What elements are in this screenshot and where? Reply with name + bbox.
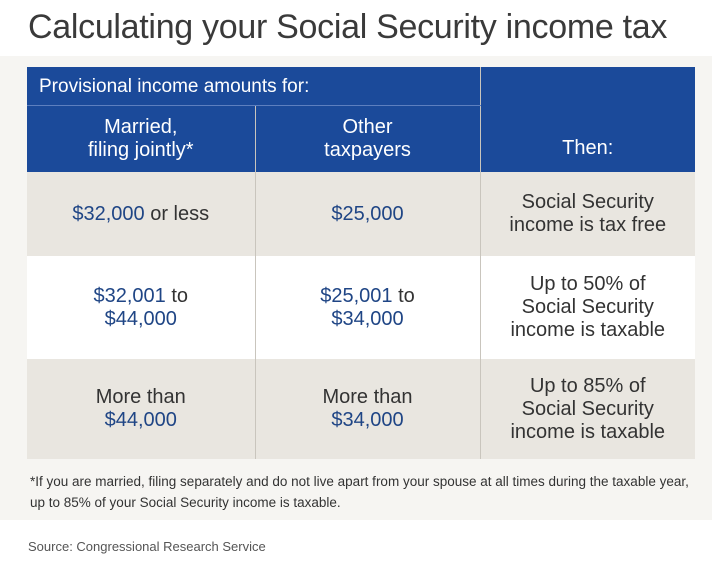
cell-married: $32,000 or less (27, 172, 255, 256)
table-row: $32,001 to $44,000 $25,001 to $34,000 Up t… (27, 256, 695, 359)
cell-then: Social Security income is tax free (479, 172, 695, 256)
header-other: Other taxpayers (254, 105, 480, 172)
cell-married: More than $44,000 (27, 359, 255, 459)
cell-then: Up to 85% of Social Security income is tax… (479, 359, 695, 459)
page-title: Calculating your Social Security income … (28, 8, 668, 46)
header-married: Married, filing jointly* (27, 105, 255, 172)
table-row: $32,000 or less $25,000 Social Security i… (27, 172, 695, 256)
source-note: Source: Congressional Research Service (28, 539, 266, 554)
header-then: Then: (479, 67, 695, 172)
cell-then: Up to 50% of Social Security income is tax… (479, 256, 695, 359)
cell-other: $25,001 to $34,000 (254, 256, 480, 359)
tax-table: Provisional income amounts for: Then: Ma… (27, 67, 695, 459)
header-provisional-income: Provisional income amounts for: (27, 67, 480, 106)
cell-other: More than $34,000 (254, 359, 480, 459)
footnote: *If you are married, filing separately a… (30, 474, 689, 510)
cell-other: $25,000 (254, 172, 480, 256)
table-row: More than $44,000 More than $34,000 Up to … (27, 359, 695, 459)
cell-married: $32,001 to $44,000 (27, 256, 255, 359)
